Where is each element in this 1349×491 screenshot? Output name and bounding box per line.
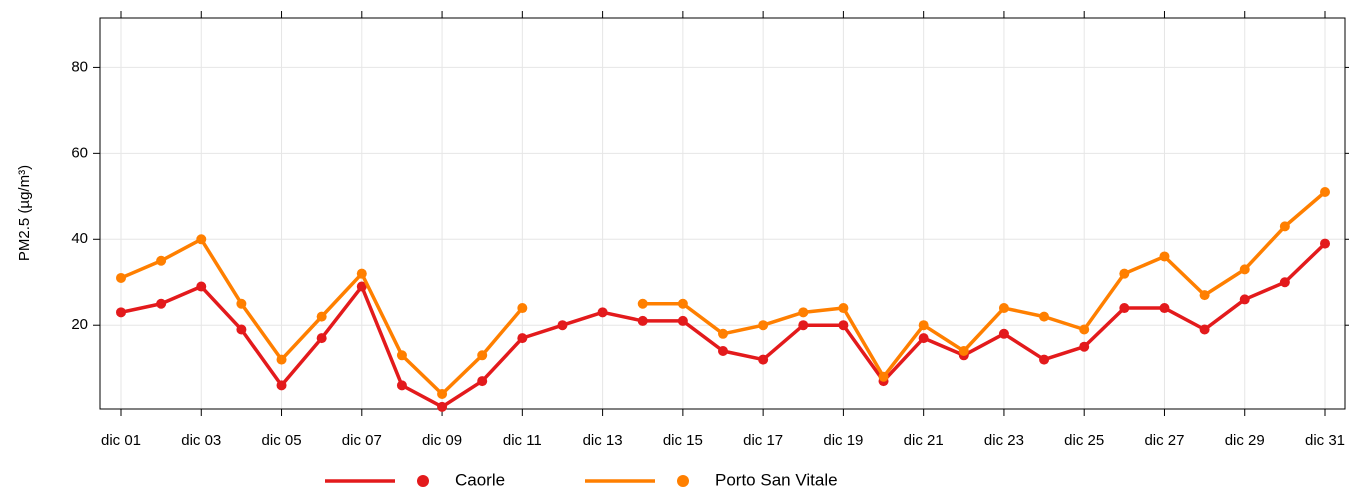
x-tick-label: dic 17 [743, 432, 783, 449]
data-point [1279, 277, 1290, 288]
x-tick-label: dic 25 [1064, 432, 1104, 449]
y-axis-label: PM2.5 (µg/m³) [16, 165, 33, 261]
data-point [677, 315, 688, 326]
y-tick-label: 60 [71, 144, 88, 161]
data-point [437, 401, 448, 412]
data-point [477, 376, 488, 387]
data-point [637, 298, 648, 309]
data-point [1079, 324, 1090, 335]
data-point [1079, 341, 1090, 352]
data-point [838, 320, 849, 331]
data-point [838, 303, 849, 314]
x-tick-label: dic 09 [422, 432, 462, 449]
data-point [1159, 251, 1170, 262]
x-tick-label: dic 05 [262, 432, 302, 449]
data-point [557, 320, 568, 331]
data-point [597, 307, 608, 318]
data-point [1279, 221, 1290, 232]
data-point [396, 350, 407, 361]
x-tick-label: dic 13 [583, 432, 623, 449]
data-point [1199, 290, 1210, 301]
data-point [1119, 303, 1130, 314]
data-point [517, 333, 528, 344]
data-point [758, 354, 769, 365]
x-tick-label: dic 21 [904, 432, 944, 449]
data-point [396, 380, 407, 391]
legend-marker [677, 475, 689, 487]
legend-marker [417, 475, 429, 487]
x-tick-label: dic 01 [101, 432, 141, 449]
y-tick-label: 20 [71, 316, 88, 333]
data-point [156, 298, 167, 309]
data-point [276, 354, 287, 365]
data-point [156, 255, 167, 266]
data-point [1199, 324, 1210, 335]
plot-frame [99, 17, 1346, 410]
data-point [758, 320, 769, 331]
data-point [1320, 187, 1330, 198]
data-point [1119, 268, 1130, 279]
data-point [1320, 238, 1330, 249]
data-point [998, 303, 1009, 314]
data-point [1239, 264, 1250, 275]
legend-label: Porto San Vitale [715, 470, 838, 489]
x-tick-label: dic 19 [823, 432, 863, 449]
data-point [1159, 303, 1170, 314]
x-tick-label: dic 03 [181, 432, 221, 449]
data-point [677, 298, 688, 309]
data-point [918, 320, 929, 331]
data-point [477, 350, 488, 361]
x-tick-label: dic 31 [1305, 432, 1345, 449]
data-point [196, 281, 207, 292]
data-point [116, 272, 126, 283]
data-point [798, 307, 809, 318]
data-point [437, 388, 448, 399]
x-tick-label: dic 11 [503, 432, 542, 449]
data-point [1039, 354, 1050, 365]
x-tick-label: dic 27 [1144, 432, 1184, 449]
data-point [1239, 294, 1250, 305]
data-point [236, 324, 247, 335]
x-tick-label: dic 07 [342, 432, 382, 449]
data-point [718, 345, 728, 356]
x-tick-label: dic 23 [984, 432, 1024, 449]
data-point [356, 268, 367, 279]
legend-label: Caorle [455, 470, 505, 489]
data-point [718, 328, 728, 339]
data-point [798, 320, 809, 331]
y-tick-label: 40 [71, 230, 88, 247]
data-point [356, 281, 367, 292]
x-tick-label: dic 29 [1225, 432, 1265, 449]
y-tick-label: 80 [71, 58, 88, 75]
data-point [276, 380, 287, 391]
data-point [918, 333, 929, 344]
data-point [998, 328, 1009, 339]
data-point [316, 333, 327, 344]
data-point [1039, 311, 1050, 322]
data-point [316, 311, 327, 322]
data-point [196, 234, 207, 245]
data-point [116, 307, 126, 318]
data-point [517, 303, 528, 314]
x-tick-label: dic 15 [663, 432, 703, 449]
data-point [236, 298, 247, 309]
data-point [878, 371, 889, 382]
data-point [637, 315, 648, 326]
data-point [958, 345, 969, 356]
